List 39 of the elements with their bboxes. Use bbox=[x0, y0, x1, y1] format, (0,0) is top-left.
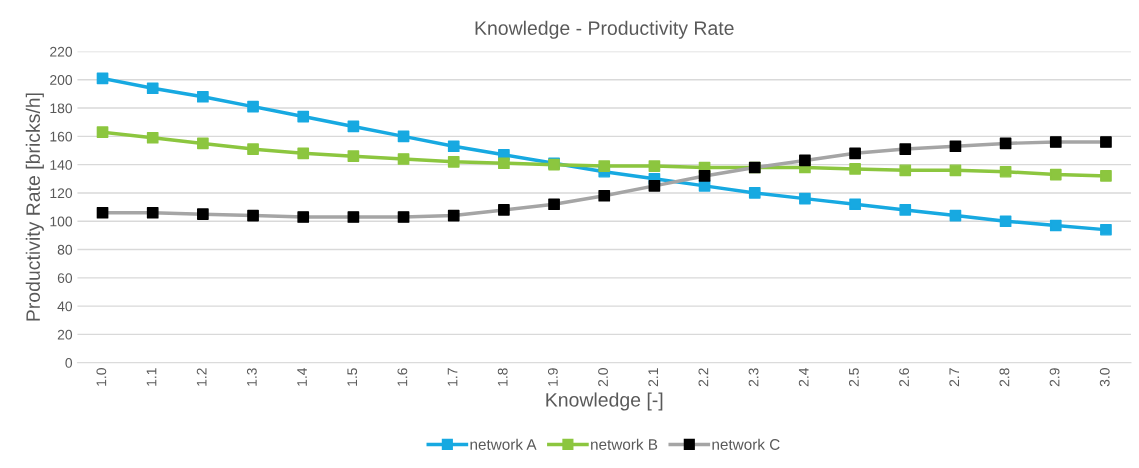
y-axis-title: Productivity Rate [bricks/h] bbox=[25, 93, 44, 321]
y-tick-label: 80 bbox=[57, 244, 73, 255]
x-tick-label: 2.3 bbox=[748, 368, 759, 387]
x-tick-label: 1.7 bbox=[447, 368, 458, 386]
y-tick-label: 220 bbox=[50, 46, 73, 57]
y-tick-label: 140 bbox=[50, 159, 73, 170]
x-tick-label: 1.0 bbox=[96, 368, 107, 386]
x-tick-label: 2.5 bbox=[848, 368, 859, 387]
y-tick-label: 160 bbox=[50, 131, 73, 142]
x-tick-label: 1.3 bbox=[246, 368, 257, 386]
x-tick-label: 2.2 bbox=[698, 368, 709, 387]
x-tick-label: 2.4 bbox=[798, 367, 809, 387]
x-tick-label: 1.1 bbox=[146, 368, 157, 386]
x-axis-title: Knowledge [-] bbox=[546, 392, 663, 411]
x-tick-label: 2.9 bbox=[1049, 368, 1060, 387]
x-tick-label: 2.1 bbox=[648, 368, 658, 387]
legend-label: network A bbox=[470, 438, 537, 450]
legend-label: network B bbox=[591, 438, 658, 450]
y-tick-label: 120 bbox=[50, 188, 73, 199]
x-tick-label: 2.0 bbox=[598, 368, 608, 387]
x-tick-label: 2.8 bbox=[999, 368, 1010, 387]
x-tick-label: 1.4 bbox=[297, 367, 307, 386]
x-tick-label: 3.0 bbox=[1099, 368, 1110, 387]
chart-title: Knowledge - Productivity Rate bbox=[475, 20, 734, 39]
y-tick-label: 60 bbox=[57, 273, 73, 283]
y-tick-label: 180 bbox=[50, 103, 73, 114]
x-tick-label: 1.5 bbox=[347, 368, 358, 386]
x-tick-label: 2.6 bbox=[899, 368, 909, 387]
x-tick-label: 1.2 bbox=[196, 368, 207, 386]
y-tick-label: 200 bbox=[50, 75, 73, 85]
y-tick-label: 20 bbox=[57, 329, 73, 340]
y-tick-label: 0 bbox=[65, 358, 73, 368]
x-tick-label: 1.9 bbox=[547, 368, 558, 386]
x-tick-label: 1.6 bbox=[397, 368, 408, 386]
x-tick-label: 1.8 bbox=[497, 368, 508, 386]
legend-label: network C bbox=[712, 438, 780, 450]
y-tick-label: 40 bbox=[57, 301, 73, 312]
x-tick-label: 2.7 bbox=[949, 368, 960, 387]
y-tick-label: 100 bbox=[50, 216, 73, 227]
